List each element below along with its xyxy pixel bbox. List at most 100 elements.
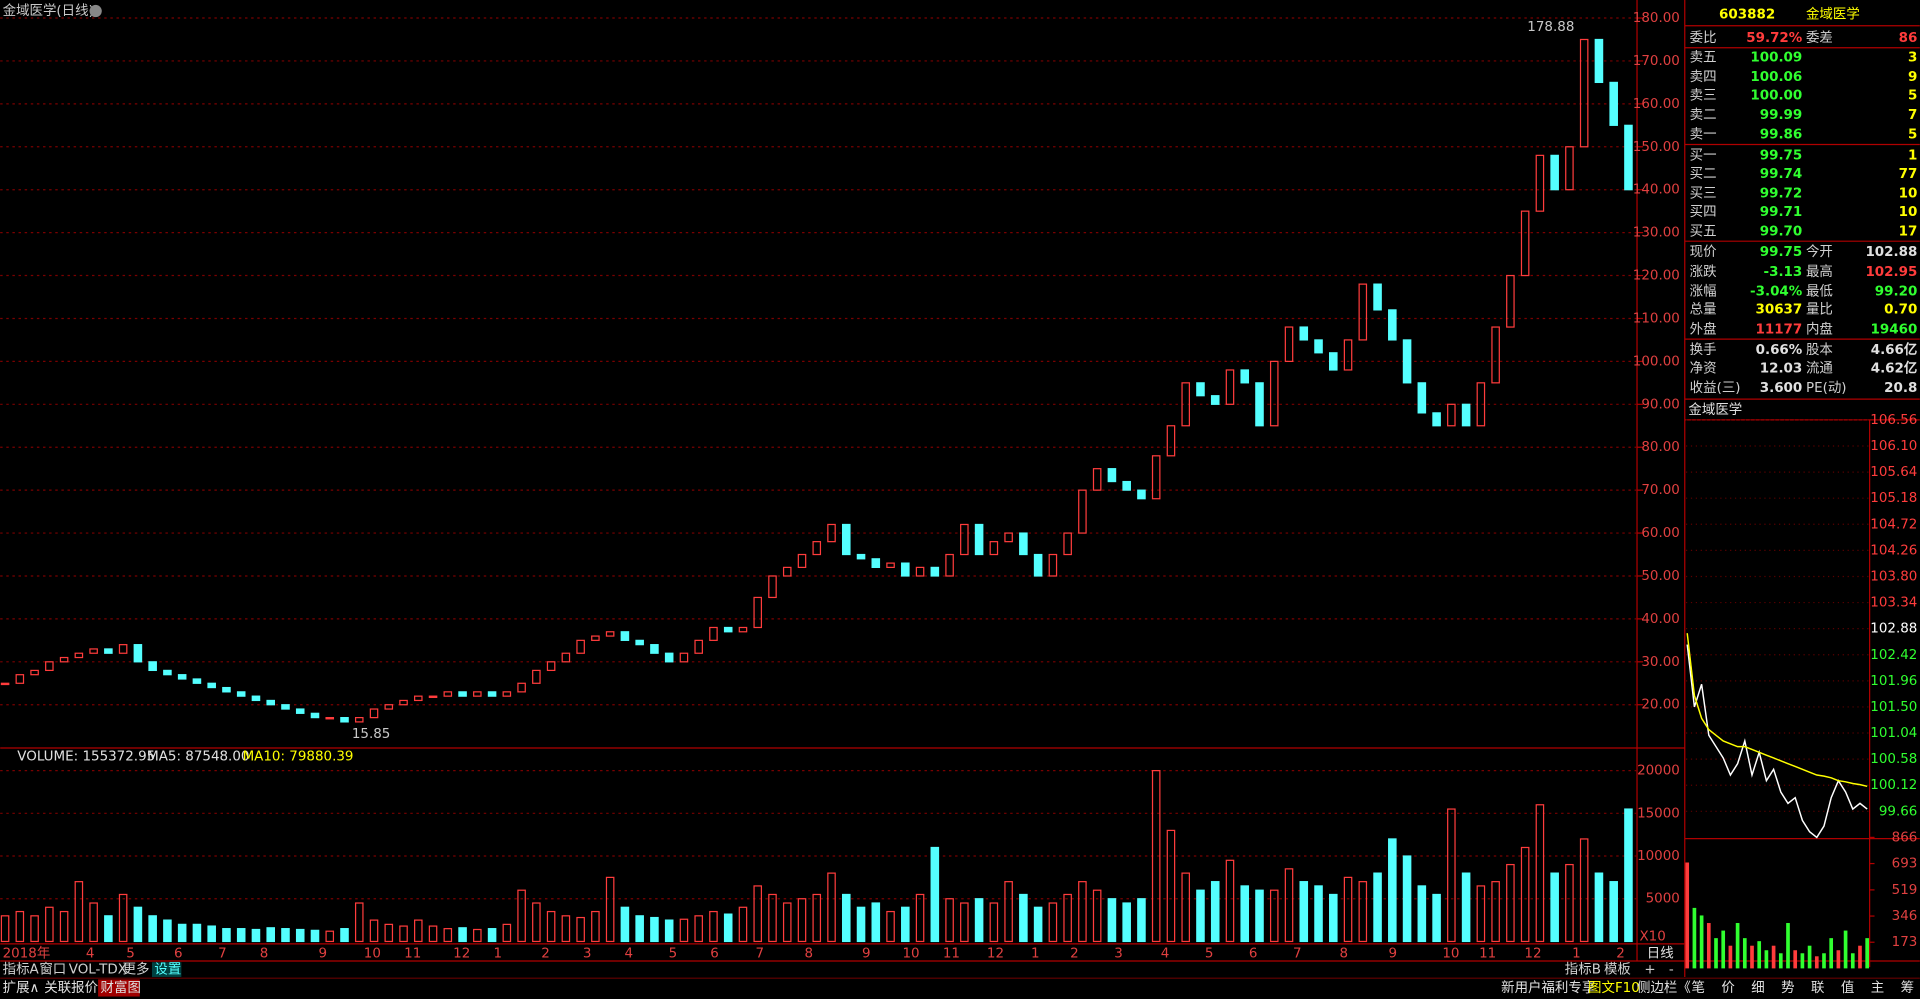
candle (133, 644, 143, 663)
order-label: 卖五 (1690, 50, 1717, 66)
toolbar-button[interactable]: 侧边栏《 (1637, 980, 1691, 996)
candle (856, 553, 866, 560)
toolbar-button[interactable]: 指标B (1565, 962, 1601, 978)
side-tab[interactable]: 笔 (1692, 980, 1705, 996)
toolbar-button[interactable]: + (1644, 963, 1655, 978)
y-tick-label: 15000 (1637, 806, 1680, 821)
x-tick-label: 10 (902, 947, 919, 962)
side-tab[interactable]: 势 (1781, 980, 1794, 996)
volume-bar (1579, 838, 1589, 943)
candle (45, 661, 54, 672)
intraday-volume-bar (1807, 945, 1812, 969)
average-line (1686, 633, 1868, 788)
candle (0, 682, 10, 686)
side-tab[interactable]: 联 (1811, 980, 1824, 996)
menu-button[interactable] (89, 4, 102, 18)
toolbar-button[interactable]: 财富图 (101, 979, 141, 996)
stat-label: 股本 (1806, 342, 1833, 358)
candle (635, 639, 644, 646)
volume-bar (1225, 859, 1235, 943)
intraday-volume-bar (1742, 938, 1747, 969)
order-volume: 77 (1899, 167, 1918, 182)
intraday-volume-bar (1750, 945, 1754, 969)
stat-label: 量比 (1806, 302, 1833, 318)
candle (812, 541, 822, 556)
volume-bar (709, 910, 718, 943)
order-label: 买一 (1690, 147, 1717, 163)
volume-bar (1402, 855, 1412, 943)
y-tick-label: 102.88 (1870, 622, 1917, 637)
side-tab[interactable]: 筹 (1901, 979, 1914, 996)
volume-bar (1461, 872, 1471, 943)
x-tick-label: 5 (669, 947, 678, 962)
toolbar-button[interactable]: - (1669, 963, 1674, 978)
toolbar-button[interactable]: 窗口 (39, 961, 66, 978)
toolbar-button[interactable]: 新用户福利专享 (1501, 979, 1595, 996)
candle (458, 691, 467, 697)
toolbar-button[interactable]: 设置 (154, 962, 181, 978)
candle (1417, 382, 1427, 414)
volume-bar (1520, 846, 1530, 943)
candle (30, 669, 39, 676)
stat-value: 99.20 (1875, 284, 1918, 299)
candle (591, 635, 600, 641)
volume-bar (886, 910, 895, 943)
order-volume: 1 (1908, 148, 1917, 163)
toolbar-button[interactable]: 关联报价 (44, 980, 98, 996)
volume-bar (502, 923, 512, 943)
toolbar-button[interactable]: 模板 (1604, 962, 1631, 978)
candle (915, 566, 925, 577)
volume-bar (1166, 829, 1176, 943)
period-label[interactable]: 日线 (1647, 946, 1674, 962)
side-tab[interactable]: 值 (1841, 980, 1854, 996)
intraday-volume-bar (1764, 950, 1769, 969)
toolbar-button[interactable]: 更多 (123, 961, 150, 978)
candle (340, 717, 349, 723)
y-tick-label: 170.00 (1633, 54, 1680, 69)
side-tab[interactable]: 价 (1721, 981, 1735, 996)
volume-bar (915, 893, 925, 943)
candle (1255, 382, 1264, 427)
candle (1137, 489, 1146, 500)
y-tick-label: 50.00 (1641, 569, 1680, 584)
y-tick-label: 60.00 (1641, 526, 1680, 541)
stat-label: 涨跌 (1690, 264, 1717, 280)
volume-bar (1269, 889, 1279, 943)
volume-bar (354, 902, 364, 943)
annotation: 178.88 (1527, 20, 1574, 35)
y-tick-label: 519 (1892, 883, 1918, 898)
intraday-volume-bar (1699, 915, 1704, 969)
side-tab[interactable]: 主 (1871, 980, 1884, 996)
toolbar-button[interactable]: 图文F10 (1588, 980, 1640, 996)
candle (1033, 553, 1043, 577)
y-tick-label: 106.56 (1870, 413, 1917, 428)
stat-value: 11177 (1755, 322, 1802, 337)
side-tab[interactable]: 细 (1751, 980, 1764, 996)
candle (1269, 360, 1279, 427)
volume-bar (1491, 881, 1500, 943)
candle (251, 695, 261, 702)
toolbar-button[interactable]: VOL-TDX (69, 963, 127, 978)
x-tick-label: 8 (805, 947, 814, 962)
volume-bar (901, 906, 910, 943)
toolbar-button[interactable]: 扩展∧ (3, 980, 40, 996)
y-tick-label: 120.00 (1633, 269, 1680, 284)
volume-bar (960, 902, 969, 943)
intraday-volume-bar (1814, 956, 1819, 969)
volume-bar (443, 928, 453, 943)
candle (1196, 382, 1205, 397)
candle (576, 639, 585, 654)
chart-title: 金域医学(日线) (3, 3, 94, 19)
candle (1594, 38, 1604, 84)
candle (1107, 468, 1117, 483)
toolbar-button[interactable]: 指标A (3, 962, 40, 978)
stat-value: 0.66% (1756, 343, 1803, 358)
volume-bar (1255, 889, 1264, 943)
volume-bar (1240, 885, 1250, 943)
volume-bar (1417, 885, 1427, 943)
volume-bar (517, 889, 526, 943)
y-tick-label: 866 (1892, 830, 1918, 845)
candle (148, 661, 157, 672)
volume-bar (635, 915, 644, 943)
candle (354, 717, 364, 723)
